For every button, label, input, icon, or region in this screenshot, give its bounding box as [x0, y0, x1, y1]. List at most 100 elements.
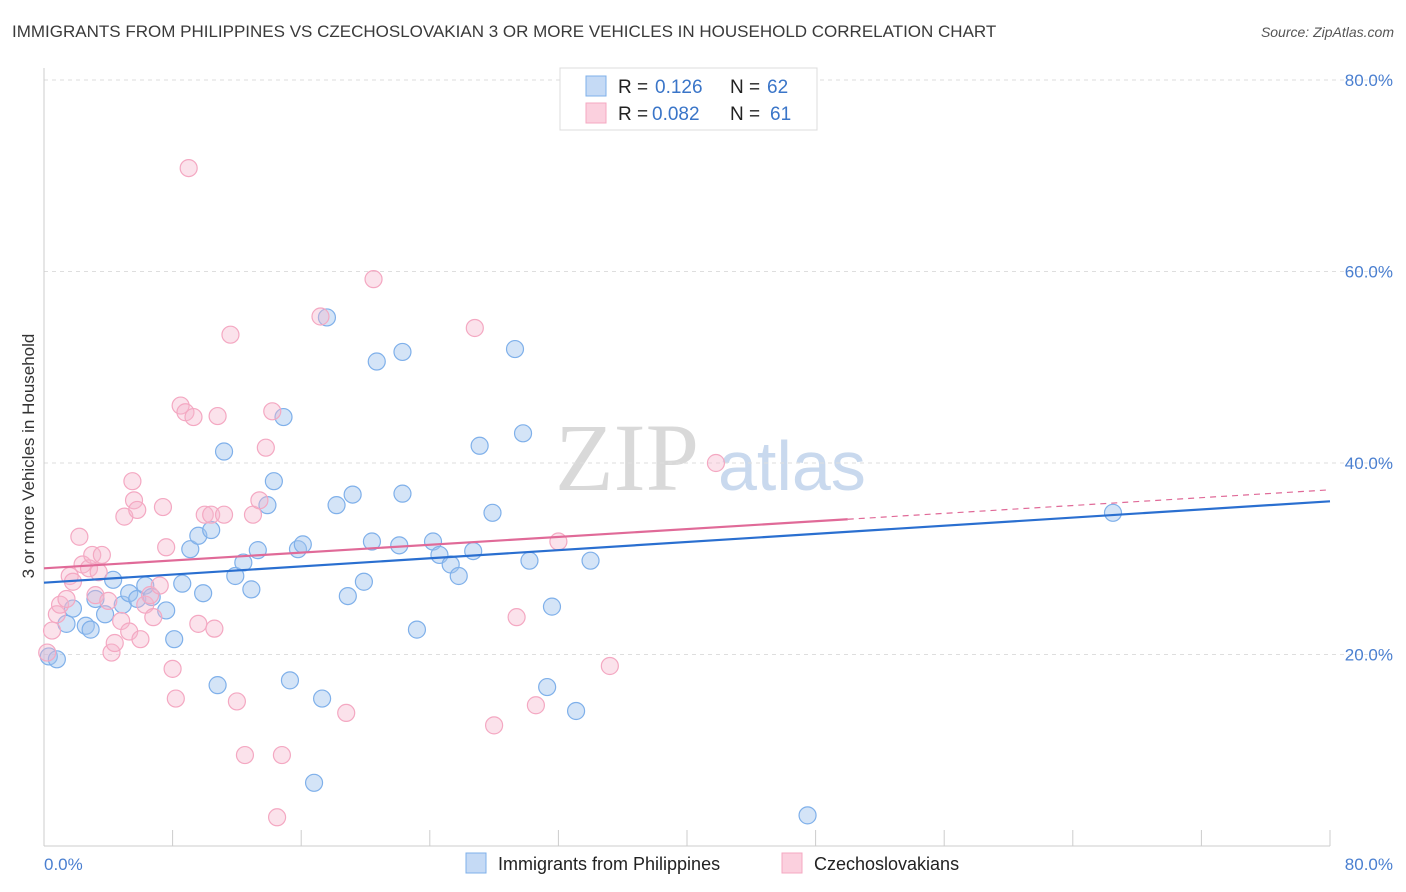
- gridlines: [44, 79, 1392, 655]
- philippines-point-49: [449, 566, 468, 586]
- philippines-point-15: [165, 630, 184, 649]
- philippines-point-53: [505, 339, 525, 359]
- czechoslovakian-point-39: [221, 325, 240, 344]
- philippines-point-1: [47, 650, 66, 669]
- bottom-legend-swatch-philippines: [465, 852, 487, 874]
- czechoslovakian-point-45: [263, 402, 282, 421]
- czechoslovakian-point-14: [105, 633, 124, 653]
- x-tick-label-1: 80.0%: [1345, 855, 1393, 874]
- watermark-zip: ZIP: [555, 404, 699, 511]
- legend-n-value-philippines: 62: [767, 77, 788, 98]
- y-tick-labels: 20.0% 40.0% 60.0% 80.0%: [1345, 71, 1393, 665]
- legend-r-label-1: R =: [618, 77, 648, 98]
- philippines-point-33: [304, 773, 324, 792]
- philippines-point-37: [338, 586, 357, 606]
- philippines-point-29: [274, 407, 293, 427]
- philippines-point-38: [343, 485, 362, 504]
- y-tick-label-2: 60.0%: [1345, 263, 1393, 282]
- czechoslovakian-point-13: [102, 643, 121, 662]
- czechoslovakian-point-57: [706, 453, 726, 473]
- czechoslovakian-point-26: [157, 538, 176, 557]
- y-tick-label-0: 20.0%: [1345, 646, 1393, 665]
- x-tick-labels: 0.0% 80.0%: [44, 855, 1393, 874]
- trend-lines: [43, 489, 1331, 584]
- philippines-point-54: [513, 424, 533, 443]
- philippines-trend-line: [43, 500, 1331, 584]
- philippines-point-19: [194, 584, 213, 603]
- czechoslovakian-point-27: [163, 659, 182, 678]
- source-label: Source: ZipAtlas.com: [1260, 24, 1394, 40]
- philippines-point-22: [214, 442, 234, 461]
- philippines-point-32: [293, 535, 312, 554]
- philippines-point-35: [317, 308, 337, 327]
- philippines-point-21: [208, 676, 227, 695]
- czechoslovakian-point-33: [189, 614, 208, 633]
- philippines-point-7: [95, 605, 115, 624]
- philippines-point-57: [542, 597, 562, 616]
- axes: [43, 68, 1331, 847]
- philippines-point-58: [566, 701, 586, 721]
- czechoslovakian-point-4: [57, 589, 76, 609]
- czechoslovakian-point-41: [235, 745, 255, 765]
- philippines-point-25: [242, 580, 261, 599]
- czechoslovakian-point-60: [99, 591, 118, 610]
- philippines-point-20: [202, 520, 221, 540]
- chart-title: IMMIGRANTS FROM PHILIPPINES VS CZECHOSLO…: [12, 22, 997, 41]
- czechoslovakian-point-20: [131, 630, 150, 649]
- czechoslovakian-point-47: [272, 745, 292, 765]
- legend-swatch-philippines: [585, 75, 607, 97]
- czechoslovakian-point-38: [214, 505, 234, 524]
- legend-box: R = 0.126 N = 62 R = 0.082 N = 61: [559, 67, 818, 131]
- czechoslovakian-point-49: [337, 703, 356, 723]
- philippines-point-43: [393, 484, 412, 503]
- czechoslovakian-point-43: [250, 491, 269, 510]
- y-tick-label-1: 40.0%: [1345, 454, 1393, 473]
- czechoslovakian-point-51: [465, 318, 484, 338]
- philippines-point-39: [354, 572, 373, 591]
- czechoslovakian-point-10: [83, 545, 102, 565]
- czechoslovakian-point-53: [507, 608, 526, 627]
- czechoslovakian-point-22: [140, 586, 160, 605]
- czechoslovakian-point-7: [70, 527, 89, 546]
- philippines-point-17: [181, 540, 200, 559]
- czechoslovakian-point-40: [227, 692, 246, 711]
- czechoslovakian-point-34: [195, 505, 214, 524]
- legend-n-label-1: N =: [730, 77, 760, 98]
- czechoslovakian-trend-line: [43, 518, 848, 570]
- philippines-point-50: [464, 541, 483, 561]
- philippines-point-16: [173, 574, 192, 593]
- bottom-legend-philippines: Immigrants from Philippines: [498, 854, 720, 874]
- legend-r-value-philippines: 0.126: [655, 77, 703, 98]
- czechoslovakian-point-25: [153, 497, 173, 517]
- philippines-point-59: [581, 551, 600, 570]
- series-czechoslovakians-points: [38, 158, 726, 827]
- philippines-point-60: [798, 806, 817, 825]
- series-philippines-points: [39, 308, 1123, 825]
- czechoslovakian-point-1: [42, 621, 62, 640]
- legend-r-label-2: R =: [618, 104, 648, 125]
- bottom-legend-swatch-czechoslovakians: [781, 852, 803, 874]
- czechoslovakian-point-37: [208, 406, 227, 426]
- czechoslovakian-point-2: [47, 605, 66, 624]
- bottom-legend-czechoslovakians: Czechoslovakians: [814, 854, 959, 874]
- philippines-point-44: [393, 342, 412, 362]
- czechoslovakian-point-52: [485, 716, 504, 735]
- philippines-point-61: [1103, 503, 1123, 522]
- philippines-point-56: [538, 677, 557, 697]
- legend-n-value-czechoslovakians: 61: [770, 104, 791, 125]
- czechoslovakian-point-58: [123, 472, 142, 491]
- czechoslovakian-point-36: [205, 619, 224, 638]
- legend-r-value-czechoslovakians: 0.082: [652, 104, 700, 125]
- czechoslovakian-point-12: [92, 545, 111, 565]
- czechoslovakian-point-56: [600, 656, 619, 676]
- philippines-point-40: [362, 532, 382, 551]
- czechoslovakian-trend-line-extension: [847, 489, 1331, 520]
- x-tick-label-0: 0.0%: [44, 855, 83, 874]
- bottom-legend: Immigrants from Philippines Czechoslovak…: [465, 852, 959, 874]
- philippines-point-51: [470, 436, 489, 455]
- philippines-point-55: [520, 551, 539, 570]
- czechoslovakian-point-44: [256, 438, 275, 457]
- czechoslovakian-point-35: [202, 505, 221, 524]
- czechoslovakian-point-31: [179, 158, 198, 178]
